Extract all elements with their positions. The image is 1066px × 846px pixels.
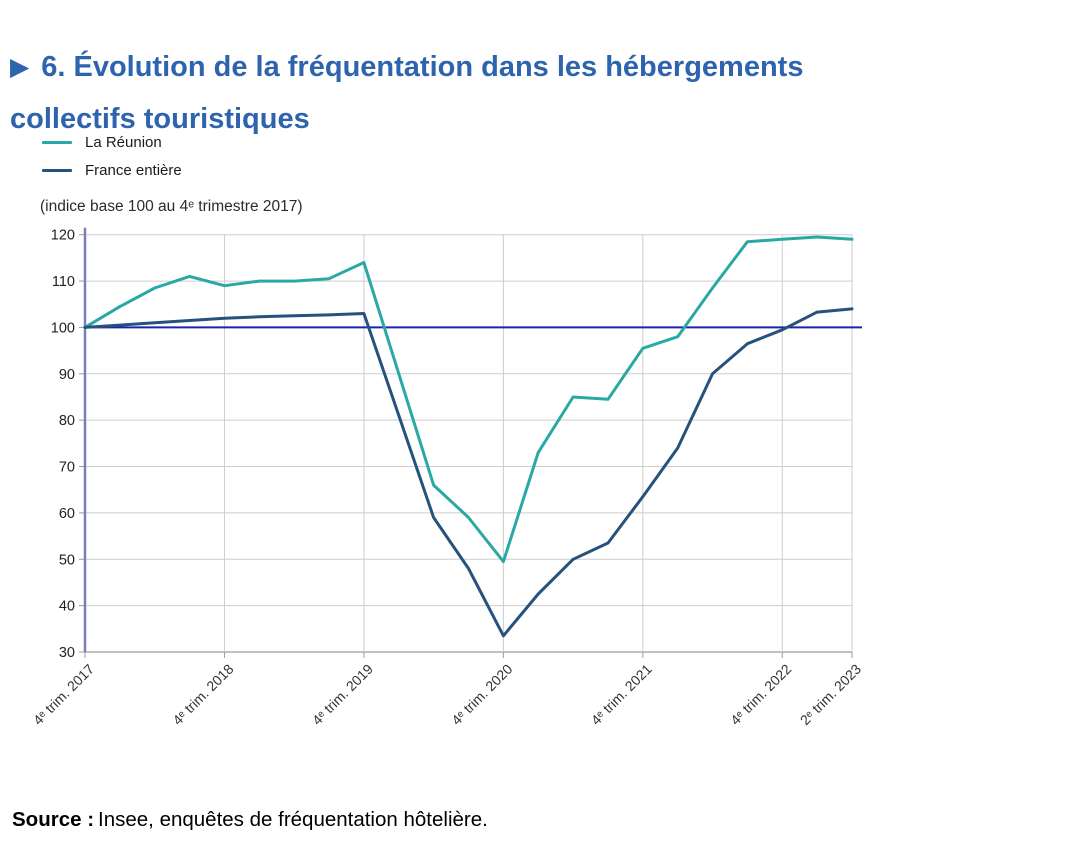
axis-unit-note: (indice base 100 au 4ᵉ trimestre 2017): [40, 198, 303, 215]
figure-title-line1: 6. Évolution de la fréquentation dans le…: [41, 51, 804, 84]
y-tick-label: 120: [51, 228, 75, 244]
la-reunion-line-swatch: [42, 141, 72, 144]
y-tick-label: 100: [51, 320, 75, 336]
figure-title: ▶ 6. Évolution de la fréquentation dans l…: [10, 41, 1060, 145]
source-label: Source :: [12, 808, 95, 831]
y-tick-label: 60: [59, 506, 75, 522]
x-tick-label: 4ᵉ trim. 2018: [169, 661, 236, 728]
line-chart-canvas: 30 40 50 60 70 80 90 100 110 120 4ᵉ trim. 2017 4ᵉ t…: [30, 227, 864, 728]
x-tick-label: 4ᵉ trim. 2017: [30, 661, 97, 728]
line-chart: 30 40 50 60 70 80 90 100 110 120 4ᵉ trim. 2017 4ᵉ t…: [30, 227, 864, 728]
source-text: Insee, enquêtes de fréquentation hôteliè…: [98, 808, 488, 831]
x-tick-label: 4ᵉ trim. 2020: [448, 661, 515, 728]
chart-legend: La Réunion France entière: [42, 133, 182, 180]
y-tick-label: 40: [59, 599, 75, 615]
y-tick-label: 80: [59, 413, 75, 429]
legend-label: La Réunion: [85, 134, 162, 151]
series-line-france-enti-re: [83, 307, 854, 638]
x-tick-label: 4ᵉ trim. 2022: [727, 661, 794, 728]
y-tick-label: 50: [59, 552, 75, 568]
triangle-bullet-icon: ▶: [10, 53, 30, 82]
x-tick-label: 4ᵉ trim. 2021: [588, 661, 655, 728]
y-tick-label: 30: [59, 645, 75, 661]
y-tick-label: 90: [59, 367, 75, 383]
france-entiere-line-swatch: [42, 169, 72, 172]
legend-item-la-reunion: La Réunion: [42, 133, 182, 152]
x-tick-label: 2ᵉ trim. 2023: [797, 661, 864, 728]
y-tick-label: 70: [59, 460, 75, 476]
legend-item-france-entiere: France entière: [42, 161, 182, 180]
y-tick-label: 110: [52, 274, 75, 290]
x-tick-label: 4ᵉ trim. 2019: [309, 661, 376, 728]
legend-label: France entière: [85, 162, 182, 179]
source-note: Source : Insee, enquêtes de fréquentation…: [12, 808, 488, 832]
series-line-la-r-union: [83, 235, 854, 564]
figure-title-line2: collectifs touristiques: [10, 103, 310, 136]
